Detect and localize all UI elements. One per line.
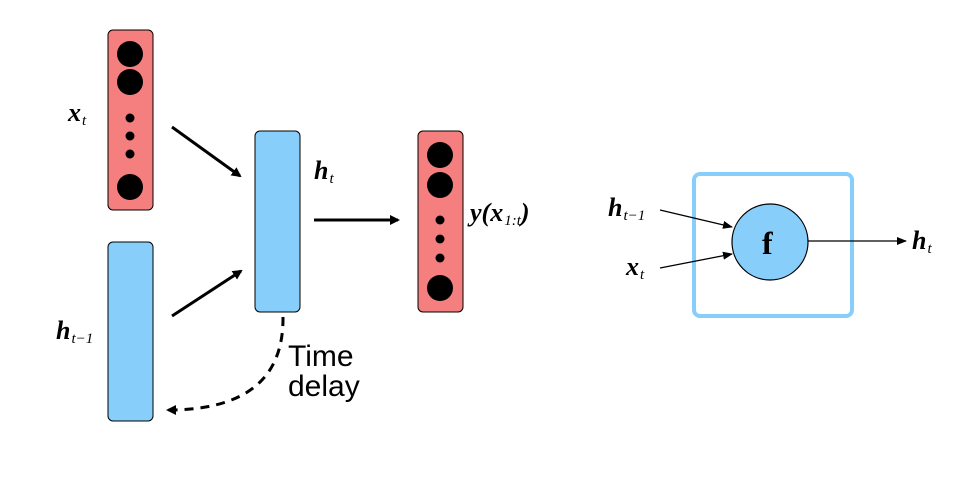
ellipsis-dot <box>125 113 135 123</box>
function-node <box>731 203 809 281</box>
vector-unit-dot <box>427 172 453 198</box>
arrow-hprev-to-h <box>171 269 243 318</box>
label-x-t: xt <box>68 98 87 129</box>
cell-label-x-t: xt <box>626 252 645 283</box>
vector-unit-dot <box>117 41 143 67</box>
hidden-vector-h-t-minus-1 <box>107 241 154 422</box>
cell-arrow-hprev-in <box>659 209 733 229</box>
label-y-output: y(x1:t) <box>470 198 530 229</box>
label-time-delay: Time delay <box>288 340 360 403</box>
label-h-t-minus-1: ht−1 <box>56 316 94 347</box>
ellipsis-dot <box>125 149 135 159</box>
time-delay-arrow <box>166 316 285 415</box>
vector-unit-dot <box>427 275 453 301</box>
vector-unit-dot <box>117 174 143 200</box>
arrow-x-to-h <box>171 125 242 178</box>
output-vector-y <box>417 130 464 313</box>
input-vector-x-t <box>107 29 154 211</box>
vector-unit-dot <box>117 69 143 95</box>
label-h-t: ht <box>314 156 334 187</box>
ellipsis-dot <box>125 131 135 141</box>
ellipsis-dot <box>435 234 445 244</box>
cell-label-h-t: ht <box>912 226 932 257</box>
cell-arrow-x-in <box>659 251 733 269</box>
ellipsis-dot <box>435 215 445 225</box>
function-label: f <box>762 225 773 261</box>
ellipsis-dot <box>435 253 445 263</box>
hidden-vector-h-t <box>254 130 301 313</box>
cell-label-h-t-minus-1: ht−1 <box>608 193 646 224</box>
vector-unit-dot <box>427 142 453 168</box>
